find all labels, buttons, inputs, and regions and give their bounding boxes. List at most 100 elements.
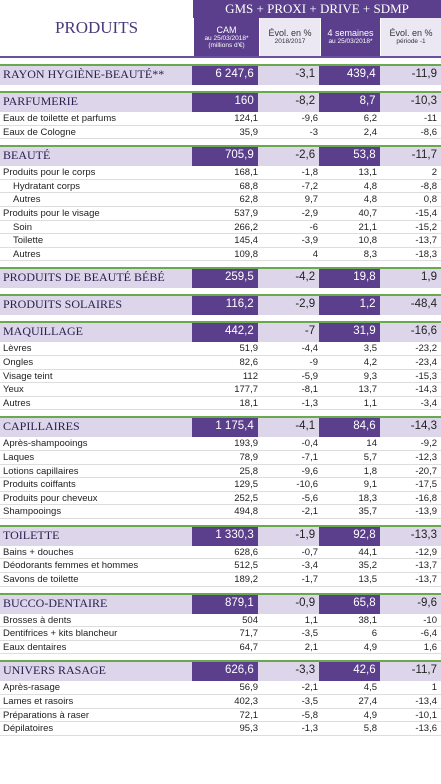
section-cell: 84,6 bbox=[319, 418, 380, 438]
cell: 18,3 bbox=[358, 492, 378, 504]
cell: 78,9 bbox=[239, 451, 259, 463]
cell: 252,5 bbox=[234, 492, 258, 504]
cell: -14,3 bbox=[415, 384, 437, 396]
section-cell: 626,6 bbox=[191, 662, 258, 682]
section-row: PRODUITS SOLAIRES 116,2 -2,9 1,2 -48,4 bbox=[0, 294, 441, 316]
cell: -3,4 bbox=[301, 560, 318, 572]
cell: 129,5 bbox=[234, 479, 258, 491]
section-cell: -16,6 bbox=[410, 325, 438, 338]
cell: -7,2 bbox=[301, 180, 318, 192]
table-row: Yeux 177,7 -8,1 13,7 -14,3 bbox=[0, 383, 441, 397]
column-header-line: période -1 bbox=[396, 38, 426, 45]
table-row: Préparations à raser 72,1 -5,8 4,9 -10,1 bbox=[0, 709, 441, 723]
cell: 82,6 bbox=[239, 356, 259, 368]
table-header: PRODUITS GMS + PROXI + DRIVE + SDMP CAM au… bbox=[0, 0, 441, 58]
section-cell: 42,6 bbox=[319, 662, 380, 682]
row-label: Produits pour le corps bbox=[3, 167, 96, 179]
cell: -9,2 bbox=[420, 438, 437, 450]
section-name: BEAUTÉ bbox=[3, 148, 51, 163]
column-header-line: CAM bbox=[216, 24, 237, 35]
row-label: Brosses à dents bbox=[3, 614, 72, 626]
section-name: PRODUITS SOLAIRES bbox=[3, 297, 123, 312]
cell: 4,8 bbox=[363, 180, 377, 192]
cell: 189,2 bbox=[234, 574, 258, 586]
section-cell: -13,3 bbox=[410, 528, 438, 541]
section-cell: -11,9 bbox=[411, 68, 438, 80]
section-name: TOILETTE bbox=[3, 527, 60, 542]
table-row: Dentifrices + kits blancheur 71,7 -3,5 6 -6,… bbox=[0, 627, 441, 641]
cell: 25,8 bbox=[239, 465, 259, 477]
row-label: Produits pour le visage bbox=[3, 207, 100, 219]
cell: 628,6 bbox=[234, 546, 258, 558]
row-label: Eaux de toilette et parfums bbox=[3, 113, 117, 124]
cell: -10 bbox=[423, 614, 437, 626]
cell: 1,6 bbox=[423, 641, 437, 653]
table-row: Après-rasage 56,9 -2,1 4,5 1 bbox=[0, 681, 441, 696]
cell: 8,3 bbox=[363, 248, 377, 260]
table-row: Hydratant corps 68,8 -7,2 4,8 -8,8 bbox=[0, 180, 441, 194]
section-name: PRODUITS DE BEAUTÉ BÉBÉ bbox=[3, 270, 165, 285]
cell: 6,2 bbox=[363, 113, 377, 124]
cell: 0,8 bbox=[423, 194, 437, 206]
section-cell: 879,1 bbox=[191, 594, 258, 614]
cell: -9 bbox=[309, 356, 318, 368]
cell: -13,6 bbox=[415, 723, 437, 735]
column-header: CAM au 25/03/2018* (millions d'€) bbox=[193, 18, 259, 56]
row-label: Soin bbox=[13, 221, 33, 233]
cell: -2,1 bbox=[301, 682, 318, 694]
cell: 1,8 bbox=[363, 465, 377, 477]
cell: 193,9 bbox=[234, 438, 258, 450]
cell: 177,7 bbox=[234, 384, 258, 396]
table-row: Lotions capillaires 25,8 -9,6 1,8 -20,7 bbox=[0, 465, 441, 479]
cell: 27,4 bbox=[358, 696, 378, 708]
cell: -12,3 bbox=[415, 451, 437, 463]
section-cell: 442,2 bbox=[191, 323, 258, 343]
row-label: Shampooings bbox=[3, 506, 62, 518]
section-cell: -48,4 bbox=[410, 298, 438, 311]
section-row: CAPILLAIRES 1 175,4 -4,1 84,6 -14,3 bbox=[0, 416, 441, 438]
table-row: Soin 266,2 -6 21,1 -15,2 bbox=[0, 221, 441, 235]
column-header: 4 semaines au 25/03/2018* bbox=[320, 18, 380, 56]
cell: 62,8 bbox=[239, 194, 259, 206]
row-label: Savons de toilette bbox=[3, 574, 79, 586]
section-row: PRODUITS DE BEAUTÉ BÉBÉ 259,5 -4,2 19,8 1,9 bbox=[0, 267, 441, 289]
section-name: UNIVERS RASAGE bbox=[3, 663, 107, 678]
cell: -13,7 bbox=[415, 235, 437, 247]
cell: 124,1 bbox=[234, 113, 258, 124]
column-header: Évol. en % 2018/2017 bbox=[259, 18, 320, 56]
cell: -9,6 bbox=[301, 465, 318, 477]
cell: -0,4 bbox=[301, 438, 318, 450]
cell: 4,9 bbox=[363, 641, 377, 653]
cell: -15,2 bbox=[415, 221, 437, 233]
row-label: Après-shampooings bbox=[3, 438, 88, 450]
section-cell: -14,3 bbox=[410, 420, 438, 433]
cell: 3,5 bbox=[363, 343, 377, 355]
cell: -17,5 bbox=[415, 479, 437, 491]
cell: 9,3 bbox=[363, 370, 377, 382]
cell: -13,4 bbox=[415, 696, 437, 708]
cell: -1,7 bbox=[301, 574, 318, 586]
row-label: Ongles bbox=[3, 356, 34, 368]
cell: -12,9 bbox=[415, 546, 437, 558]
cell: 6 bbox=[371, 628, 377, 640]
cell: 38,1 bbox=[358, 614, 378, 626]
section-cell: -2,6 bbox=[295, 149, 316, 162]
row-label: Eaux de Cologne bbox=[3, 126, 76, 138]
cell: 9,7 bbox=[304, 194, 318, 206]
row-label: Laques bbox=[3, 451, 35, 463]
cell: 56,9 bbox=[239, 682, 259, 694]
cell: 13,1 bbox=[358, 167, 378, 179]
cell: -15,4 bbox=[415, 207, 437, 219]
cell: 13,5 bbox=[358, 574, 378, 586]
cell: 4,8 bbox=[363, 194, 377, 206]
table-row: Eaux de toilette et parfums 124,1 -9,6 6,2 -… bbox=[0, 112, 441, 126]
table-row: Dépilatoires 95,3 -1,3 5,8 -13,6 bbox=[0, 722, 441, 736]
cell: -1,8 bbox=[301, 167, 318, 179]
row-label: Hydratant corps bbox=[13, 180, 81, 192]
section-cell: -8,2 bbox=[295, 95, 316, 107]
cell: -13,7 bbox=[415, 560, 437, 572]
cell: -4,4 bbox=[301, 343, 318, 355]
column-header: Évol. en % période -1 bbox=[380, 18, 441, 56]
cell: 266,2 bbox=[234, 221, 258, 233]
